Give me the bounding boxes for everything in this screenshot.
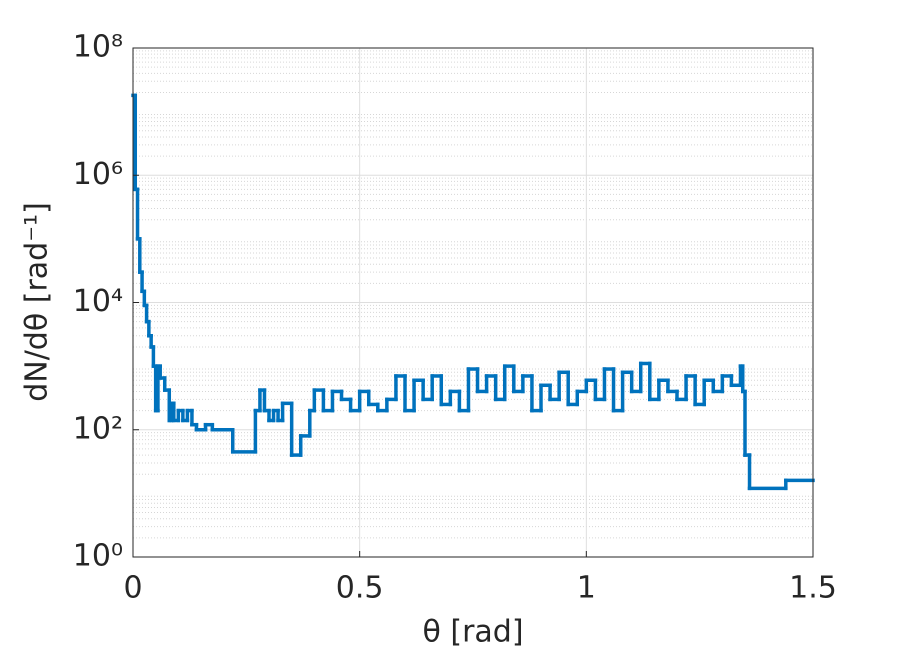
y-tick-label: 10⁸ xyxy=(73,30,123,65)
y-tick-label: 10⁰ xyxy=(73,539,123,574)
x-tick-label: 1 xyxy=(577,571,596,606)
x-axis-label: θ [rad] xyxy=(422,615,523,650)
x-tick-label: 0 xyxy=(123,571,142,606)
y-tick-label: 10² xyxy=(73,411,123,446)
y-axis-label: dN/dθ [rad⁻¹] xyxy=(20,202,55,402)
x-tick-label: 1.5 xyxy=(789,571,837,606)
y-tick-label: 10⁴ xyxy=(73,284,123,319)
y-tick-label: 10⁶ xyxy=(73,157,123,192)
plot-area xyxy=(131,93,815,491)
grid xyxy=(132,47,814,558)
x-tick-label: 0.5 xyxy=(336,571,384,606)
